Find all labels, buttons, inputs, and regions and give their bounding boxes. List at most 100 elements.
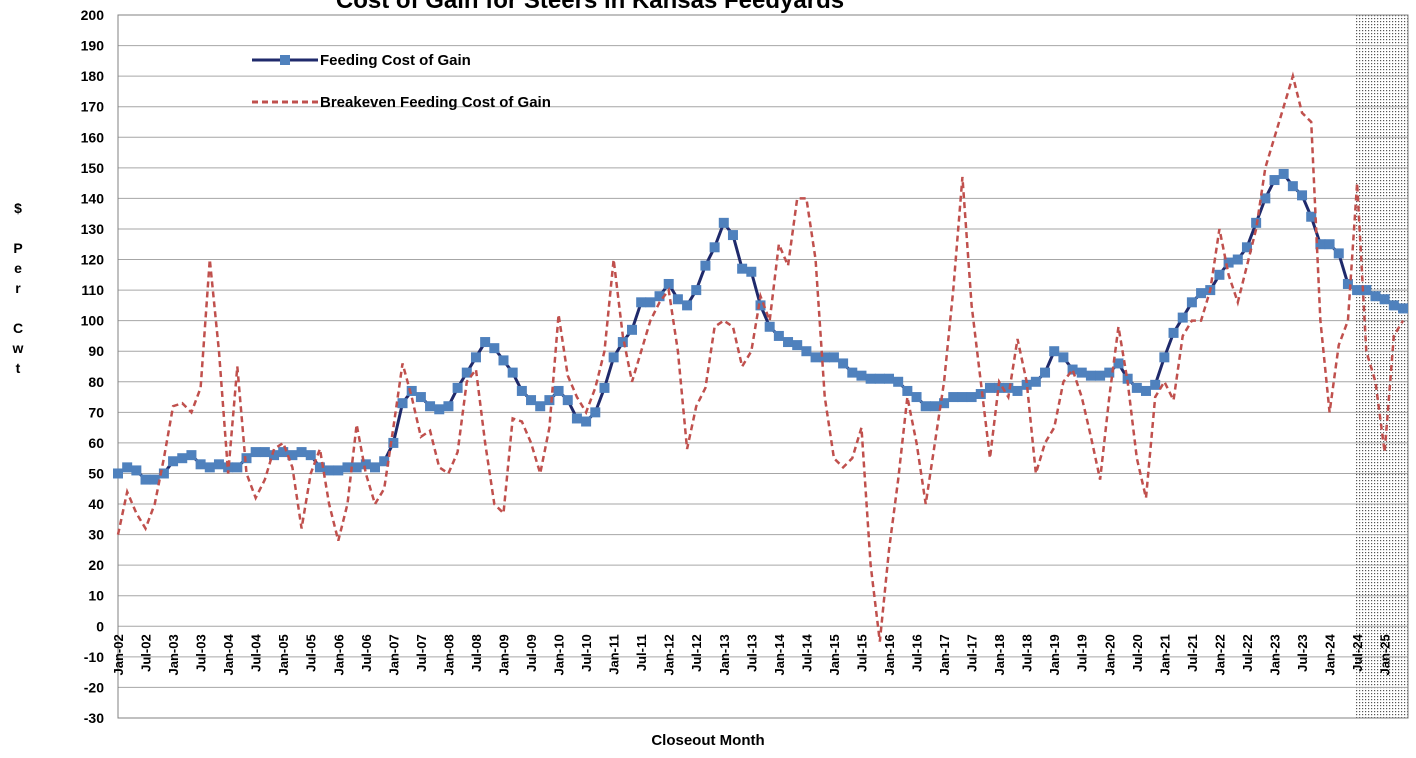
marker [746,266,757,277]
x-tick-label: Jan-20 [1102,634,1117,675]
x-tick-label: Jan-05 [276,634,291,675]
x-tick-label: Jul-13 [744,634,759,672]
legend-label: Breakeven Feeding Cost of Gain [320,94,551,111]
marker [1003,382,1014,393]
y-tick-label: 120 [81,252,105,268]
marker [507,367,518,378]
marker [966,392,977,403]
marker [1361,285,1372,296]
x-tick-label: Jul-09 [524,634,539,672]
marker [1076,367,1087,378]
marker [645,297,656,308]
marker [406,385,417,396]
marker [828,352,839,363]
marker [360,459,371,470]
marker [1049,346,1060,357]
series-line [116,71,1405,642]
marker [1095,370,1106,381]
y-tick-label: 190 [81,38,105,54]
x-tick-label: Jan-04 [221,634,236,676]
y-tick-label: 50 [88,465,104,481]
marker [278,447,289,458]
x-tick-label: Jul-14 [799,634,814,672]
x-tick-label: Jul-17 [965,634,980,672]
marker [544,395,555,406]
marker [122,462,133,473]
x-tick-label: Jul-24 [1350,634,1365,672]
x-tick-label: Jul-12 [689,634,704,672]
y-tick-label: 160 [81,129,105,145]
projection-shade [1356,15,1408,718]
marker [571,413,582,424]
chart-title: Cost of Gain for Steers in Kansas Feedya… [336,0,844,14]
marker [727,230,738,241]
x-tick-label: Jul-16 [910,634,925,672]
marker [1297,190,1308,201]
marker [498,355,509,366]
marker [1030,376,1041,387]
marker [149,474,160,485]
marker [737,263,748,274]
y-tick-label: 170 [81,99,105,115]
marker [902,385,913,396]
marker [296,447,307,458]
legend-label: Feeding Cost of Gain [320,52,471,69]
marker [1324,239,1335,250]
marker [608,352,619,363]
marker [516,385,527,396]
marker [232,462,243,473]
x-tick-label: Jul-20 [1130,634,1145,672]
marker [682,300,693,311]
marker [158,468,169,479]
marker [1315,239,1326,250]
marker [434,404,445,415]
marker [1159,352,1170,363]
y-tick-label: 40 [88,496,104,512]
marker [1287,181,1298,192]
marker [370,462,380,473]
y-tick-label: 60 [88,435,104,451]
marker [975,389,986,400]
marker [783,337,794,348]
marker [672,294,683,305]
marker [939,398,950,409]
marker [920,401,931,412]
y-tick-label: -30 [84,710,104,726]
x-tick-label: Jul-18 [1020,634,1035,672]
marker [287,450,298,461]
marker [810,352,821,363]
marker [654,291,665,302]
x-tick-label: Jul-03 [194,634,209,672]
marker [1122,373,1133,384]
y-tick-label: 130 [81,221,105,237]
marker [1398,303,1408,314]
marker [241,453,252,464]
marker [1186,297,1197,308]
y-tick-label: 70 [88,404,104,420]
marker [443,401,454,412]
x-tick-label: Jan-23 [1268,634,1283,675]
marker [351,462,362,473]
marker [204,462,215,473]
x-tick-label: Jan-08 [441,634,456,675]
marker [1021,379,1032,390]
x-tick-label: Jan-12 [662,634,677,675]
marker [874,373,885,384]
x-tick-label: Jan-16 [882,634,897,675]
y-tick-label: 20 [88,557,104,573]
marker [957,392,968,403]
x-tick-label: Jul-07 [414,634,429,672]
y-tick-label: 150 [81,160,105,176]
marker [223,462,234,473]
x-tick-label: Jul-06 [359,634,374,672]
y-tick-label: 30 [88,527,104,543]
marker [1388,300,1399,311]
y-tick-label: 10 [88,588,104,604]
x-tick-label: Jan-07 [386,634,401,675]
x-tick-label: Jan-22 [1212,634,1227,675]
y-tick-label: 0 [96,618,104,634]
y-tick-label: 100 [81,313,105,329]
marker [1241,242,1252,253]
marker [186,450,197,461]
marker [709,242,720,253]
